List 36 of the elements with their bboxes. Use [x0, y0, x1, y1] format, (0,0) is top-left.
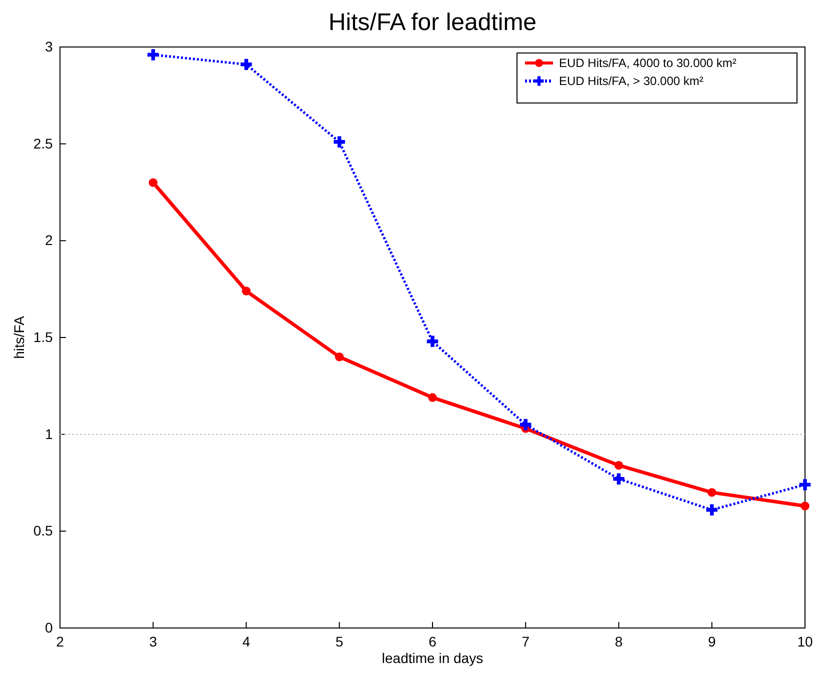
- chart-title: Hits/FA for leadtime: [328, 9, 537, 36]
- y-tick-label: 1.5: [33, 328, 54, 345]
- x-tick-label: 10: [797, 633, 813, 650]
- point: [335, 352, 344, 362]
- x-tick-label: 9: [708, 633, 716, 650]
- x-tick-label: 8: [614, 633, 623, 650]
- y-axis-title: hits/FA: [11, 315, 27, 359]
- x-tick-label: 5: [335, 633, 344, 650]
- y-tick-label: 3: [45, 38, 54, 54]
- x-tick-label: 4: [242, 633, 250, 650]
- point: [613, 473, 624, 484]
- point: [240, 58, 252, 70]
- legend-label: EUD Hits/FA, 4000 to 30.000 km²: [559, 56, 736, 70]
- point: [708, 488, 716, 497]
- y-tick-label: 1: [45, 426, 54, 442]
- point: [428, 393, 437, 402]
- x-tick-label: 6: [428, 633, 437, 650]
- y-tick-label: 0: [45, 619, 54, 636]
- point: [800, 502, 810, 510]
- point: [799, 479, 811, 490]
- point: [614, 460, 624, 470]
- point: [242, 286, 251, 296]
- point: [520, 419, 532, 430]
- x-tick-label: 7: [522, 633, 530, 650]
- y-tick-label: 2: [45, 232, 54, 248]
- y-tick-label: 2.5: [33, 135, 54, 152]
- x-tick-label: 2: [56, 633, 64, 650]
- point: [334, 136, 345, 148]
- x-tick-label: 3: [149, 633, 158, 650]
- point: [706, 504, 718, 516]
- x-axis-title: leadtime in days: [382, 650, 484, 666]
- legend-label: EUD Hits/FA, > 30.000 km²: [559, 74, 704, 88]
- y-tick-label: 0.5: [33, 522, 54, 539]
- point: [148, 178, 158, 187]
- point: [148, 49, 159, 60]
- point: [426, 336, 438, 347]
